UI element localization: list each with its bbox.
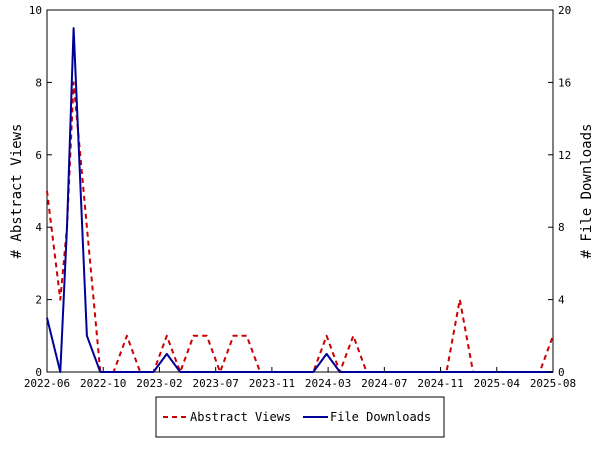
right-axis-title: # File Downloads: [579, 124, 595, 259]
left-axis-tick-label: 2: [35, 294, 42, 307]
x-axis-tick-label: 2025-04: [474, 377, 521, 390]
left-axis-tick-label: 10: [29, 4, 42, 17]
legend-label-file-downloads: File Downloads: [330, 410, 431, 424]
right-axis-tick-label: 20: [558, 4, 571, 17]
x-axis-tick-label: 2023-02: [136, 377, 182, 390]
x-axis-tick-label: 2023-07: [192, 377, 238, 390]
x-axis-tick-label: 2022-06: [24, 377, 70, 390]
legend: Abstract Views File Downloads: [155, 396, 445, 438]
right-axis-tick-label: 16: [558, 76, 571, 89]
x-axis-tick-label: 2023-11: [249, 377, 295, 390]
x-axis-tick-label: 2022-10: [80, 377, 126, 390]
right-axis-tick-label: 8: [558, 221, 565, 234]
series-layer: [46, 27, 554, 373]
left-axis-tick-label: 0: [35, 366, 42, 379]
x-axis: 2022-06 2022-10 2023-02 2023-07 2023-11 2024-…: [24, 367, 576, 390]
left-axis-tick-label: 8: [35, 76, 42, 89]
x-axis-tick-label: 2024-11: [417, 377, 463, 390]
right-axis-tick-label: 12: [558, 149, 571, 162]
x-axis-tick-label: 2025-08: [530, 377, 576, 390]
left-axis: 0 2 4 6 8 10: [29, 4, 52, 379]
right-axis-tick-label: 0: [558, 366, 565, 379]
legend-frame: [155, 396, 445, 438]
series-line-file-downloads: [46, 27, 553, 373]
right-axis-tick-label: 4: [558, 294, 565, 307]
x-axis-tick-label: 2024-03: [305, 377, 351, 390]
legend-label-abstract-views: Abstract Views: [190, 410, 291, 424]
left-axis-tick-label: 6: [35, 149, 42, 162]
x-axis-tick-label: 2024-07: [361, 377, 407, 390]
left-axis-title: # Abstract Views: [9, 124, 25, 259]
left-axis-tick-label: 4: [35, 221, 42, 234]
right-axis: 0 4 8 12 16 20: [548, 4, 571, 379]
